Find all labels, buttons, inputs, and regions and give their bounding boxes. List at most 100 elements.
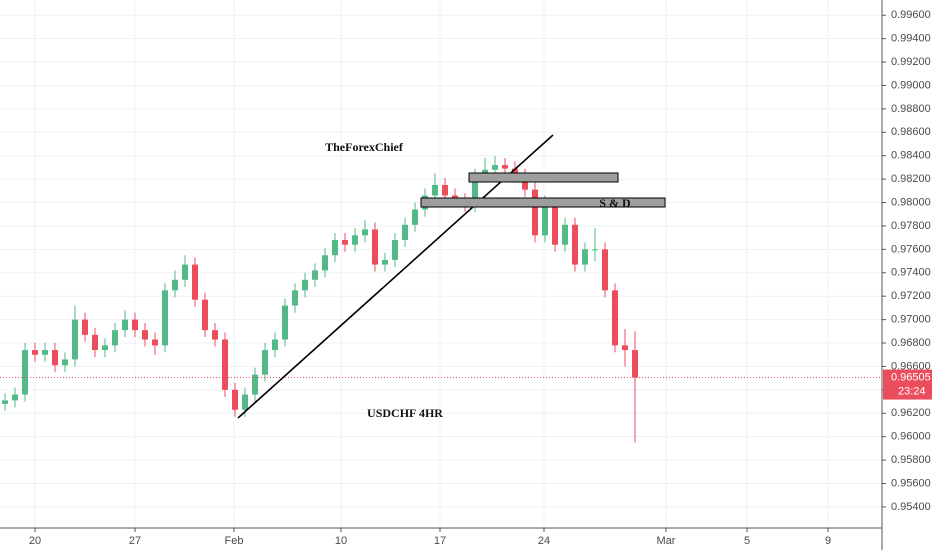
price-tag — [883, 369, 932, 400]
candle-body — [512, 168, 518, 176]
y-tick-label: 0.95800 — [891, 454, 931, 466]
candle-body — [302, 279, 308, 291]
candle-body — [22, 350, 28, 395]
x-tick-label: 24 — [538, 535, 550, 547]
x-tick-label: 10 — [335, 535, 347, 547]
y-tick-label: 0.96200 — [891, 407, 931, 419]
candle-body — [202, 299, 208, 331]
y-tick-label: 0.97800 — [891, 220, 931, 232]
y-tick-label: 0.97600 — [891, 243, 931, 255]
candle-body — [172, 279, 178, 291]
candle-body — [312, 270, 318, 280]
candle-body — [372, 229, 378, 265]
x-tick-label: 9 — [825, 535, 831, 547]
x-tick-label: Mar — [657, 535, 676, 547]
x-tick-label: 5 — [744, 535, 750, 547]
y-tick-label: 0.98600 — [891, 126, 931, 138]
candle-body — [142, 330, 148, 340]
candle-body — [592, 249, 598, 251]
zone-rect — [420, 197, 666, 208]
y-tick-label: 0.96600 — [891, 360, 931, 372]
x-tick-label: Feb — [225, 535, 244, 547]
candle-body — [382, 259, 388, 265]
candle-body — [572, 224, 578, 265]
candle-body — [192, 264, 198, 300]
y-tick-label: 0.98800 — [891, 103, 931, 115]
y-tick-label: 0.97400 — [891, 267, 931, 279]
candle-body — [362, 229, 368, 236]
x-tick-label: 17 — [434, 535, 446, 547]
y-tick-label: 0.96000 — [891, 431, 931, 443]
y-tick-label: 0.99400 — [891, 33, 931, 45]
y-tick-label: 0.98200 — [891, 173, 931, 185]
candle-body — [52, 350, 58, 366]
grid — [0, 0, 882, 528]
candle-body — [122, 319, 128, 331]
candle-body — [292, 290, 298, 306]
candle-body — [622, 345, 628, 351]
candle-body — [32, 350, 38, 355]
candle-body — [412, 209, 418, 225]
candle-body — [272, 339, 278, 351]
annotation: S & D — [599, 196, 631, 210]
candle-body — [112, 330, 118, 346]
candle-body — [92, 334, 98, 351]
candle-body — [162, 290, 168, 346]
y-tick-label: 0.95600 — [891, 477, 931, 489]
candle-body — [252, 374, 258, 395]
candle-body — [322, 255, 328, 271]
candle-body — [632, 350, 638, 378]
candle-body — [152, 339, 158, 346]
annotation: USDCHF 4HR — [367, 406, 443, 420]
annotation: TheForexChief — [325, 140, 404, 154]
y-tick-label: 0.97200 — [891, 290, 931, 302]
candle-body — [62, 359, 68, 366]
x-tick-label: 27 — [129, 535, 141, 547]
candle-body — [232, 389, 238, 410]
candle-body — [502, 165, 508, 169]
candle-body — [212, 330, 218, 340]
candle-body — [442, 184, 448, 196]
candle-body — [542, 204, 548, 236]
y-tick-label: 0.99600 — [891, 9, 931, 21]
candle-body — [492, 165, 498, 170]
y-tick-label: 0.98000 — [891, 196, 931, 208]
candle-body — [522, 175, 528, 190]
x-tick-label: 20 — [29, 535, 41, 547]
candle-body — [402, 224, 408, 240]
y-tick-label: 0.95400 — [891, 501, 931, 513]
y-tick-label: 0.97000 — [891, 314, 931, 326]
candle-body — [12, 394, 18, 401]
candle-body — [352, 235, 358, 245]
y-tick-label: 0.98400 — [891, 150, 931, 162]
y-axis-bg — [882, 0, 932, 550]
candle-body — [102, 345, 108, 351]
countdown-label: 23:24 — [898, 385, 926, 397]
candle-body — [552, 204, 558, 245]
candle-body — [182, 264, 188, 280]
candle-body — [242, 394, 248, 410]
y-tick-label: 0.99000 — [891, 79, 931, 91]
candle-body — [262, 350, 268, 375]
candle-body — [392, 240, 398, 260]
price-tag-label: 0.96505 — [891, 371, 931, 383]
candle-body — [582, 249, 588, 265]
drawings: TheForexChief S & D USDCHF 4HR — [237, 134, 666, 420]
y-tick-label: 0.99200 — [891, 56, 931, 68]
candle-body — [432, 184, 438, 196]
candle-body — [222, 339, 228, 390]
candle-body — [342, 240, 348, 245]
candle-body — [532, 189, 538, 236]
zone-rect — [468, 172, 619, 183]
candle-body — [602, 249, 608, 291]
axes: 0.954000.956000.958000.960000.962000.964… — [29, 9, 932, 547]
candle-body — [132, 319, 138, 331]
candle-body — [2, 400, 8, 404]
candle-body — [82, 319, 88, 335]
candle-body — [72, 319, 78, 360]
candle-body — [612, 290, 618, 346]
candle-body — [42, 350, 48, 355]
candle-body — [562, 224, 568, 245]
y-tick-label: 0.96800 — [891, 337, 931, 349]
